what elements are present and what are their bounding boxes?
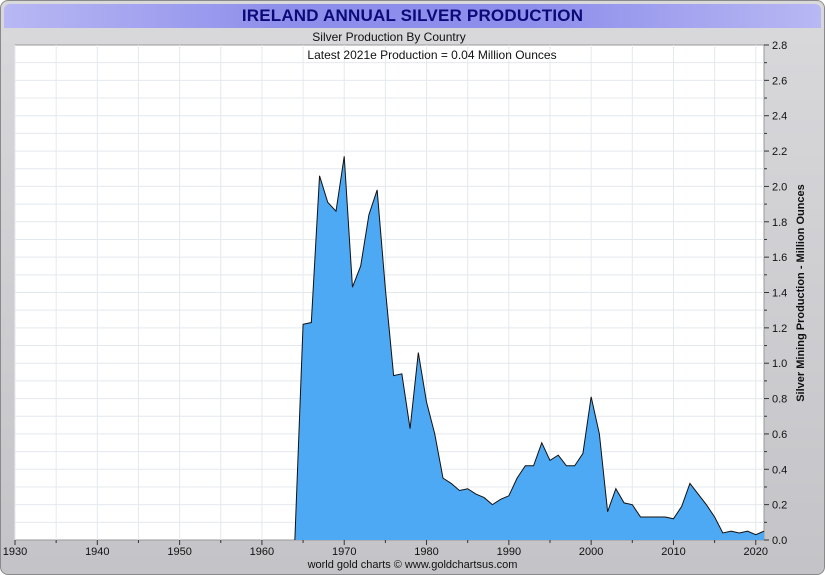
title-bar: IRELAND ANNUAL SILVER PRODUCTION	[4, 4, 821, 28]
chart-title: IRELAND ANNUAL SILVER PRODUCTION	[241, 6, 584, 25]
chart-footer: world gold charts © www.goldchartsus.com	[307, 559, 518, 571]
y-tick-label: 0.2	[772, 500, 787, 512]
y-tick-label: 1.2	[772, 323, 787, 335]
y-tick-label: 0.6	[772, 429, 787, 441]
y-tick-label: 0.4	[772, 464, 787, 476]
y-tick-label: 0.8	[772, 394, 787, 406]
series-line	[294, 156, 765, 541]
x-tick-label: 2010	[661, 546, 685, 558]
x-tick-label: 1930	[3, 546, 27, 558]
x-tick-label: 1960	[250, 546, 274, 558]
y-tick-label: 2.8	[772, 40, 787, 52]
series-area	[294, 156, 764, 540]
y-tick-label: 1.0	[772, 358, 787, 370]
y-tick-label: 2.0	[772, 181, 787, 193]
x-tick-label: 1950	[167, 546, 191, 558]
y-tick-label: 2.4	[772, 111, 787, 123]
x-tick-label: 1940	[85, 546, 109, 558]
x-tick-label: 1970	[332, 546, 356, 558]
y-tick-label: 2.2	[772, 146, 787, 158]
axis-layer: 1930 1940 1950 1960 1970 1980 1990 2000 2010 2020…	[3, 40, 788, 558]
y-tick-label: 1.6	[772, 252, 787, 264]
series-layer	[294, 156, 765, 541]
x-tick-label: 1980	[414, 546, 438, 558]
y-tick-label: 2.6	[772, 75, 787, 87]
x-tick-label: 1990	[497, 546, 521, 558]
y-tick-label: 0.0	[772, 535, 787, 547]
chart-annotation: Latest 2021e Production = 0.04 Million O…	[307, 48, 556, 62]
x-tick-label: 2020	[744, 546, 768, 558]
x-tick-label: 2000	[579, 546, 603, 558]
y-axis-label: Silver Mining Production - Million Ounce…	[795, 184, 807, 402]
chart-subtitle: Silver Production By Country	[312, 30, 465, 44]
y-tick-label: 1.4	[772, 288, 787, 300]
y-tick-label: 1.8	[772, 217, 787, 229]
